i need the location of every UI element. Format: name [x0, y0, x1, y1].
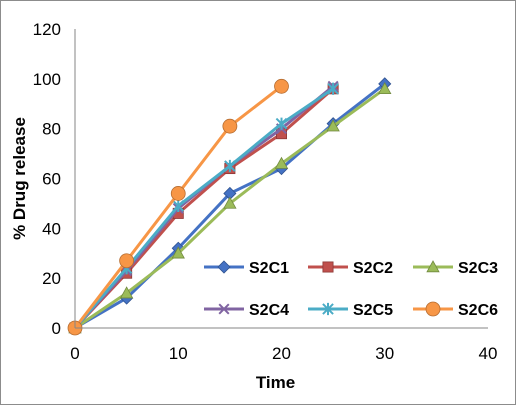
legend-label-s2c1: S2C1 — [249, 260, 289, 277]
legend-marker-s2c2 — [322, 261, 334, 273]
x-tick-label: 10 — [169, 344, 188, 363]
y-axis-title: % Drug release — [10, 117, 29, 240]
data-point-s2c6 — [170, 186, 186, 201]
legend-marker-s2c3 — [426, 260, 440, 273]
data-point-s2c3 — [119, 286, 134, 299]
legend-item-s2c1: S2C1 — [204, 260, 289, 277]
data-point-s2c6 — [274, 78, 289, 94]
y-tick-label: 120 — [33, 20, 61, 39]
series-line-s2c2 — [73, 87, 335, 330]
y-tick-label: 0 — [52, 319, 61, 338]
series-line-s2c5 — [73, 87, 334, 329]
data-point-s2c5 — [327, 82, 339, 95]
data-point-s2c6 — [222, 118, 238, 134]
data-point-s2c5 — [224, 159, 236, 173]
x-tick-label: 40 — [479, 344, 498, 363]
series-s2c2 — [69, 83, 339, 334]
legend: S2C1 S2C2 S2C3 S2C4 S2C5 S2C6 — [204, 260, 498, 319]
data-point-s2c3 — [223, 196, 237, 209]
legend-label-s2c5: S2C5 — [353, 302, 393, 319]
x-tick-label: 30 — [375, 344, 394, 363]
x-tick-label: 20 — [272, 344, 291, 363]
legend-label-s2c3: S2C3 — [458, 260, 498, 277]
series-s2c6 — [67, 78, 289, 336]
legend-marker-s2c6 — [425, 301, 441, 317]
data-point-s2c3 — [171, 246, 185, 259]
axes — [74, 29, 488, 329]
legend-item-s2c6: S2C6 — [413, 301, 498, 319]
series-layer — [67, 77, 392, 336]
legend-label-s2c4: S2C4 — [249, 302, 289, 319]
data-point-s2c3 — [274, 156, 289, 169]
legend-item-s2c5: S2C5 — [308, 302, 393, 319]
x-axis-title: Time — [256, 373, 295, 392]
y-tick-label: 40 — [42, 219, 61, 238]
y-tick-label: 60 — [42, 170, 61, 189]
data-point-s2c3 — [378, 81, 392, 94]
y-tick-label: 100 — [33, 70, 61, 89]
y-tick-label: 80 — [42, 120, 61, 139]
y-tick-label: 20 — [42, 269, 61, 288]
legend-item-s2c2: S2C2 — [308, 260, 393, 277]
data-point-s2c5 — [275, 117, 288, 130]
legend-item-s2c4: S2C4 — [204, 302, 289, 319]
legend-item-s2c3: S2C3 — [413, 260, 498, 277]
tick-labels: 0 20 40 60 80 100 120 0 10 20 30 40 — [33, 20, 498, 363]
legend-marker-s2c5 — [322, 302, 334, 316]
legend-label-s2c2: S2C2 — [353, 260, 393, 277]
legend-label-s2c6: S2C6 — [458, 302, 498, 319]
data-point-s2c3 — [326, 119, 340, 132]
series-s2c3 — [68, 81, 392, 334]
legend-marker-s2c4 — [218, 303, 230, 315]
data-point-s2c5 — [172, 199, 185, 213]
x-tick-label: 0 — [70, 344, 79, 363]
legend-marker-s2c1 — [217, 260, 231, 274]
data-point-s2c6 — [119, 253, 135, 269]
